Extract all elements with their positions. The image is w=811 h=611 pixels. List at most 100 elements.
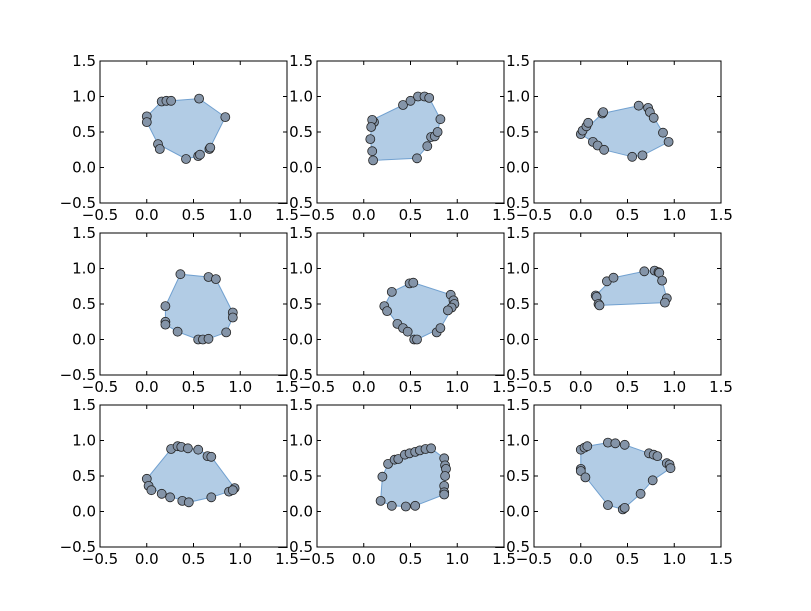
x-tick-label: 0.5: [182, 206, 206, 224]
x-tick-label: 1.5: [492, 550, 516, 568]
scatter-point: [442, 305, 453, 316]
scatter-point: [156, 488, 167, 499]
x-tick-label: 0.0: [135, 550, 159, 568]
y-tick-label: 1.5: [506, 224, 530, 242]
x-tick-label: 1.5: [275, 378, 299, 396]
x-tick-label: 0.0: [569, 550, 593, 568]
scatter-point: [146, 485, 157, 496]
y-tick-label: 1.0: [72, 88, 96, 106]
x-tick-label: −0.5: [299, 550, 335, 568]
scatter-point: [639, 266, 650, 277]
scatter-point: [405, 95, 416, 106]
subplot-3: −0.5−0.5 0.0 0.0 0.5 0.5 1.0 1.0 1.5 1.5: [494, 52, 733, 224]
y-tick-label: 1.5: [506, 52, 530, 70]
x-tick-label: 0.5: [182, 378, 206, 396]
scatter-point: [603, 500, 613, 511]
scatter-point: [599, 144, 609, 155]
x-tick-label: −0.5: [82, 206, 118, 224]
x-tick-label: 0.5: [399, 550, 423, 568]
x-tick-label: 0.0: [352, 550, 376, 568]
x-tick-label: 1.0: [445, 378, 469, 396]
scatter-point: [382, 306, 393, 317]
scatter-point: [365, 134, 376, 145]
y-tick-label: 1.0: [506, 432, 530, 450]
y-tick-label: 1.0: [289, 432, 313, 450]
y-tick-label: 1.5: [72, 396, 96, 414]
y-tick-label: 0.0: [506, 159, 530, 177]
subplot-7: −0.5−0.5 0.0 0.0 0.5 0.5 1.0 1.0 1.5 1.5: [60, 396, 299, 568]
x-tick-label: 0.5: [616, 206, 640, 224]
subplot-6: −0.5−0.5 0.0 0.0 0.5 0.5 1.0 1.0 1.5 1.5: [494, 224, 733, 396]
scatter-point: [210, 274, 221, 285]
x-tick-label: 1.5: [275, 206, 299, 224]
y-tick-label: 1.0: [72, 260, 96, 278]
x-tick-label: 1.0: [228, 206, 252, 224]
scatter-point: [594, 300, 605, 311]
scatter-point: [657, 275, 667, 286]
y-tick-label: 0.0: [289, 503, 313, 521]
y-tick-label: 0.0: [72, 503, 96, 521]
scatter-point: [660, 297, 670, 308]
scatter-point: [367, 146, 378, 157]
subplot-2: −0.5−0.5 0.0 0.0 0.5 0.5 1.0 1.0 1.5 1.5: [277, 52, 516, 224]
scatter-point: [166, 95, 177, 106]
y-tick-label: 0.5: [72, 295, 96, 313]
scatter-point: [400, 501, 411, 512]
scatter-point: [410, 500, 421, 511]
scatter-point: [221, 327, 232, 338]
y-tick-label: −0.5: [494, 366, 530, 384]
x-tick-label: −0.5: [82, 378, 118, 396]
scatter-point: [648, 112, 659, 123]
scatter-point: [220, 112, 231, 122]
scatter-point: [582, 441, 593, 452]
y-tick-label: 1.0: [289, 260, 313, 278]
y-tick-label: 1.5: [289, 396, 313, 414]
scatter-point: [377, 471, 388, 482]
scatter-point: [402, 326, 413, 337]
y-tick-label: 1.5: [289, 52, 313, 70]
x-tick-label: 1.5: [492, 206, 516, 224]
y-tick-label: 1.5: [289, 224, 313, 242]
y-tick-label: 0.0: [289, 331, 313, 349]
scatter-point: [141, 117, 152, 127]
x-tick-label: 1.0: [228, 378, 252, 396]
scatter-point: [181, 154, 191, 164]
scatter-point: [206, 451, 217, 462]
x-tick-label: −0.5: [516, 378, 552, 396]
y-tick-label: 1.0: [506, 260, 530, 278]
scatter-point: [408, 277, 419, 288]
subplot-4: −0.5−0.5 0.0 0.0 0.5 0.5 1.0 1.0 1.5 1.5: [60, 224, 299, 396]
x-tick-label: 0.0: [135, 378, 159, 396]
scatter-point: [165, 492, 176, 503]
y-tick-label: 1.5: [72, 52, 96, 70]
scatter-point: [633, 100, 644, 111]
y-tick-label: 1.0: [289, 88, 313, 106]
scatter-point: [580, 472, 591, 483]
scatter-point: [160, 319, 171, 330]
x-tick-label: 0.5: [616, 378, 640, 396]
y-tick-label: 1.5: [506, 396, 530, 414]
y-tick-label: −0.5: [277, 366, 313, 384]
x-tick-label: −0.5: [299, 378, 335, 396]
scatter-point: [435, 323, 446, 334]
x-tick-label: 1.0: [445, 206, 469, 224]
x-tick-label: 1.5: [492, 378, 516, 396]
scatter-point: [635, 488, 646, 499]
x-tick-label: 1.0: [662, 206, 686, 224]
scatter-point: [182, 443, 193, 454]
scatter-point: [366, 122, 377, 132]
y-tick-label: 0.0: [72, 331, 96, 349]
convex-hull: [146, 98, 226, 160]
y-tick-label: 0.5: [72, 467, 96, 485]
y-tick-label: 1.0: [506, 88, 530, 106]
y-tick-label: 0.5: [506, 467, 530, 485]
y-tick-label: 0.5: [506, 123, 530, 141]
scatter-point: [412, 334, 422, 345]
x-tick-label: 0.0: [569, 378, 593, 396]
scatter-point: [183, 497, 194, 508]
x-tick-label: 1.5: [709, 550, 733, 568]
x-tick-label: 1.0: [662, 378, 686, 396]
x-tick-label: 1.5: [709, 206, 733, 224]
x-tick-label: 0.0: [135, 206, 159, 224]
